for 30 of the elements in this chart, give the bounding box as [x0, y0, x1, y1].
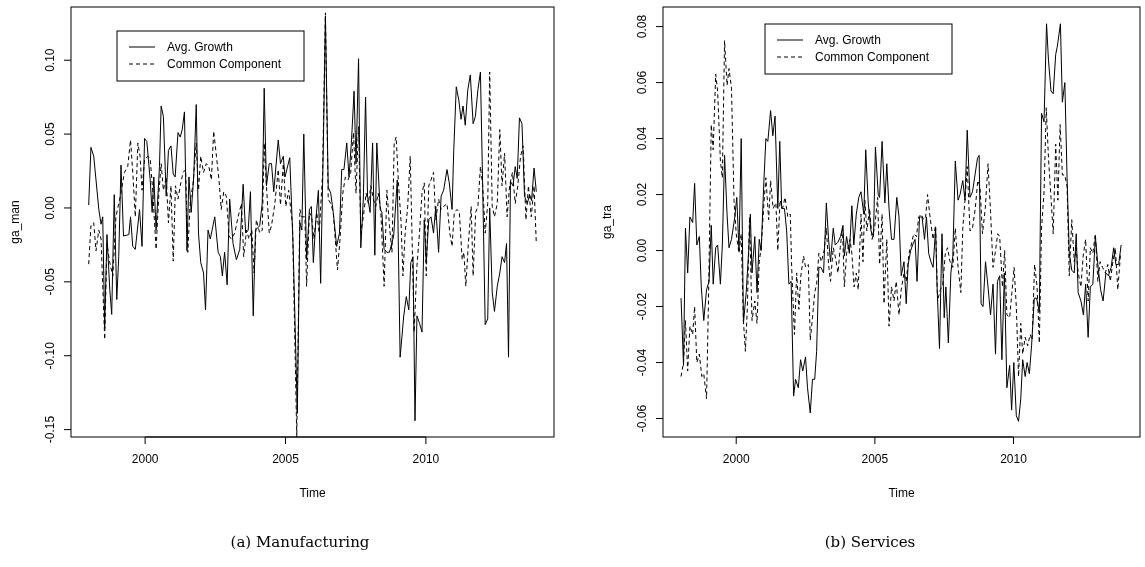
- x-axis-title: Time: [299, 486, 326, 500]
- x-tick-label: 2005: [861, 452, 889, 466]
- y-tick-label: 0.06: [635, 70, 649, 95]
- x-tick-label: 2010: [1000, 452, 1028, 466]
- y-axis-title: ga_man: [8, 200, 22, 244]
- y-tick-label: -0.15: [43, 415, 57, 444]
- x-tick-label: 2005: [272, 452, 300, 466]
- y-tick-label: 0.10: [43, 48, 57, 72]
- x-tick-label: 2010: [412, 452, 440, 466]
- y-tick-label: 0.02: [635, 182, 649, 207]
- y-tick-label: 0.04: [635, 126, 649, 151]
- y-tick-label: 0.00: [635, 238, 649, 263]
- y-axis-title: ga_tra: [600, 204, 614, 240]
- y-tick-label: -0.05: [43, 267, 57, 296]
- text: (a) Manufacturing: [230, 533, 370, 551]
- y-tick-label: 0.00: [43, 195, 57, 220]
- y-tick-label: -0.06: [635, 404, 649, 433]
- x-axis-title: Time: [888, 486, 915, 500]
- text: (b) Services: [824, 533, 916, 551]
- y-tick-label: -0.10: [43, 341, 57, 370]
- legend-label: Common Component: [815, 50, 930, 64]
- y-tick-label: -0.04: [635, 348, 649, 377]
- x-tick-label: 2000: [131, 452, 159, 466]
- legend-label: Avg. Growth: [815, 33, 881, 47]
- y-tick-label: 0.05: [43, 122, 57, 146]
- x-tick-label: 2000: [722, 452, 750, 466]
- legend-label: Common Component: [167, 57, 282, 71]
- y-tick-label: 0.08: [635, 14, 649, 39]
- legend-label: Avg. Growth: [167, 40, 233, 54]
- y-tick-label: -0.02: [635, 292, 649, 321]
